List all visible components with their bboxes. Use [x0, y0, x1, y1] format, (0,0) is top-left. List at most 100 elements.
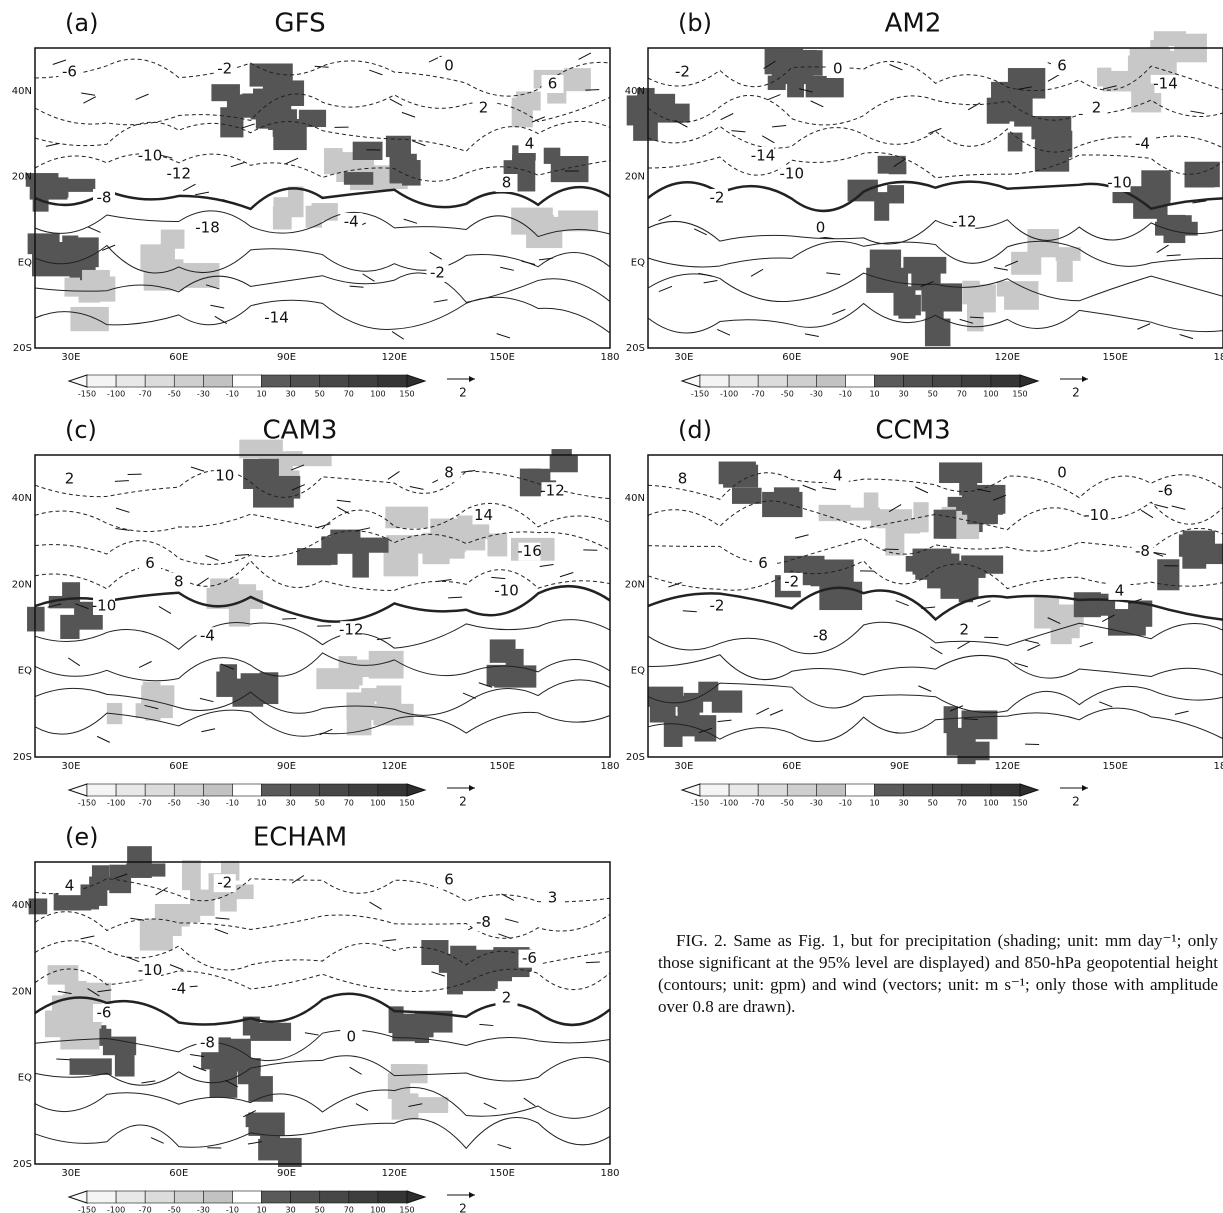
wind-vector	[540, 565, 554, 567]
wind-vector	[890, 64, 903, 69]
colorbar-end	[682, 375, 700, 387]
wind-vector	[392, 332, 404, 340]
contour-label: -14	[264, 309, 289, 327]
panel-title: AM2	[885, 9, 942, 39]
colorbar-segment	[378, 1191, 407, 1203]
precip-cell	[520, 469, 541, 497]
precip-cell	[732, 488, 762, 504]
contour-label: -2	[710, 597, 725, 615]
wind-vector	[68, 658, 80, 666]
precip-cell	[66, 179, 95, 192]
contour-label: 4	[525, 135, 535, 153]
colorbar-label: -50	[168, 390, 181, 399]
precip-cell	[183, 263, 219, 288]
colorbar-label: 10	[869, 390, 879, 399]
precip-cell	[321, 536, 337, 565]
y-tick-label: 20N	[12, 986, 32, 997]
x-tick-label: 180	[600, 761, 619, 772]
contour-label: 4	[833, 467, 843, 485]
reference-vector-label: 2	[1072, 386, 1080, 400]
panel-title: GFS	[274, 9, 325, 39]
colorbar-label: 150	[1012, 799, 1027, 808]
precip-cell	[1156, 189, 1170, 204]
colorbar-segment	[845, 375, 874, 387]
x-tick-label: 90E	[277, 761, 296, 772]
wind-vector	[524, 1098, 536, 1106]
precip-cell	[903, 257, 946, 274]
colorbar-label: -70	[139, 1206, 152, 1213]
wind-vector	[767, 95, 780, 100]
precip-cell	[415, 1025, 429, 1043]
wind-vector	[928, 128, 941, 133]
wind-vector	[412, 141, 425, 146]
contour-label: 6	[444, 871, 454, 889]
colorbar-segment	[232, 375, 261, 387]
map-frame	[35, 862, 610, 1164]
colorbar-segment	[203, 375, 232, 387]
colorbar-label: -100	[720, 799, 738, 808]
colorbar-label: 30	[286, 390, 296, 399]
colorbar-label: 10	[869, 799, 879, 808]
colorbar-label: -150	[691, 799, 709, 808]
wind-vector	[46, 143, 60, 146]
precip-cell	[997, 281, 1039, 296]
wind-vector	[195, 192, 209, 195]
contour-label: 3	[548, 889, 558, 907]
colorbar-end	[682, 784, 700, 796]
colorbar-label: -100	[107, 799, 125, 808]
wind-vector	[805, 334, 819, 337]
precip-cell	[1008, 68, 1045, 98]
contour-label: 14	[474, 506, 493, 524]
wind-vector	[958, 642, 970, 649]
wind-vector	[461, 471, 475, 473]
contour-label: -8	[813, 627, 828, 645]
y-tick-label: 20N	[625, 579, 645, 590]
colorbar-label: -30	[810, 390, 823, 399]
wind-vector	[337, 500, 351, 502]
wind-vector	[560, 572, 573, 576]
contour-label: -4	[1135, 135, 1150, 153]
colorbar-end	[1020, 375, 1038, 387]
precip-cell	[1056, 247, 1081, 261]
wind-vector	[83, 97, 95, 104]
x-tick-label: 150E	[489, 1168, 514, 1179]
wind-vector	[1099, 702, 1112, 707]
wind-vector	[410, 486, 424, 489]
panel-label: (e)	[65, 823, 99, 851]
colorbar-segment	[174, 1191, 203, 1203]
colorbar-label: -100	[107, 1206, 125, 1213]
colorbar-label: 70	[344, 799, 354, 808]
colorbar-end	[1020, 784, 1038, 796]
precip-cell	[392, 1026, 416, 1042]
wind-vector	[370, 902, 382, 909]
colorbar-label: 30	[899, 390, 909, 399]
wind-vector	[795, 535, 809, 539]
x-tick-label: 180	[600, 352, 619, 363]
wind-vector	[197, 578, 209, 586]
colorbar-segment	[933, 784, 962, 796]
colorbar-segment	[203, 1191, 232, 1203]
colorbar-segment	[991, 375, 1020, 387]
reference-arrowhead	[1082, 785, 1088, 791]
colorbar-end	[69, 375, 87, 387]
colorbar-label: -100	[107, 390, 125, 399]
wind-vector	[479, 1024, 493, 1025]
precip-cell	[324, 148, 343, 174]
colorbar-label: -50	[781, 799, 794, 808]
x-tick-label: 60E	[782, 352, 801, 363]
wind-vector	[484, 1103, 497, 1109]
colorbar-segment	[262, 1191, 291, 1203]
colorbar-segment	[904, 784, 933, 796]
contour-label: -2	[675, 63, 690, 81]
precip-cell	[762, 492, 802, 517]
wind-vector	[159, 606, 171, 613]
reference-vector-label: 2	[459, 386, 467, 400]
colorbar-label: 30	[286, 799, 296, 808]
colorbar-label: -30	[197, 390, 210, 399]
wind-vector	[896, 601, 909, 606]
wind-vector	[915, 487, 928, 493]
precip-cell	[288, 186, 304, 217]
colorbar-segment	[816, 375, 845, 387]
y-tick-label: 20S	[626, 752, 645, 763]
precip-cell	[1113, 612, 1128, 629]
